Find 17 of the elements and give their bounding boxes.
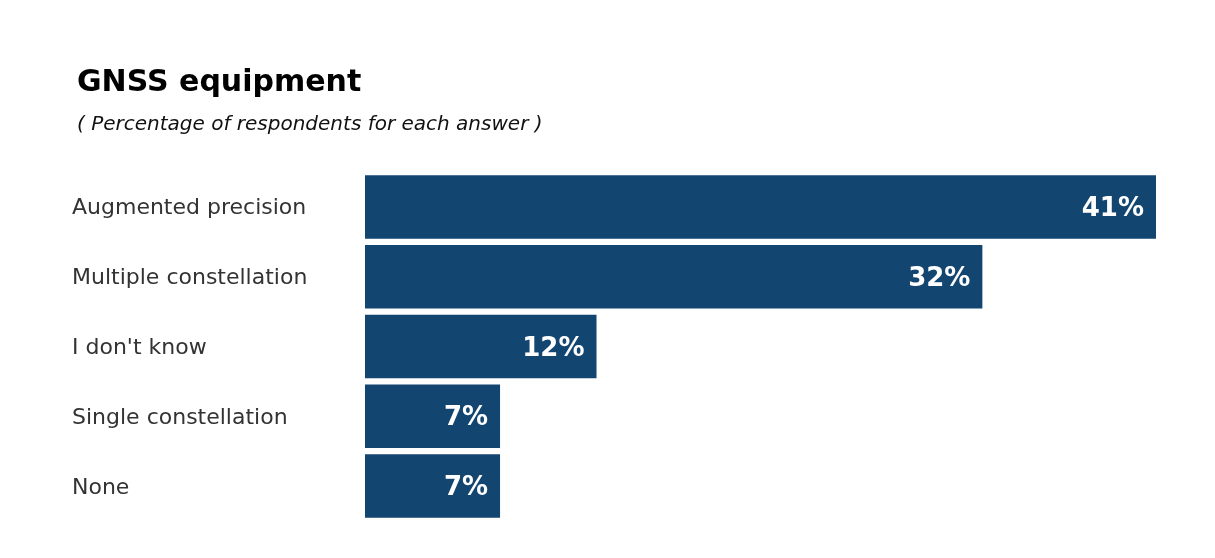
y-tick-label: Multiple constellation [72,264,308,290]
data-label: 7% [443,401,489,432]
bar [365,175,1156,239]
data-label: 32% [908,261,971,292]
data-label: 7% [443,471,489,502]
chart-title: GNSS equipment [77,62,362,98]
data-label: 41% [1081,191,1144,222]
y-tick-label: None [72,473,130,499]
y-tick-label: I don't know [72,334,207,359]
bar [365,314,597,379]
bar [365,384,501,449]
y-tick-label: Single constellation [72,403,288,429]
bar [365,454,501,518]
chart-subtitle: ( Percentage of respondents for each answer ) [77,111,543,135]
data-label: 12% [522,331,585,362]
bar [365,244,983,309]
y-tick-label: Augmented precision [72,194,307,220]
